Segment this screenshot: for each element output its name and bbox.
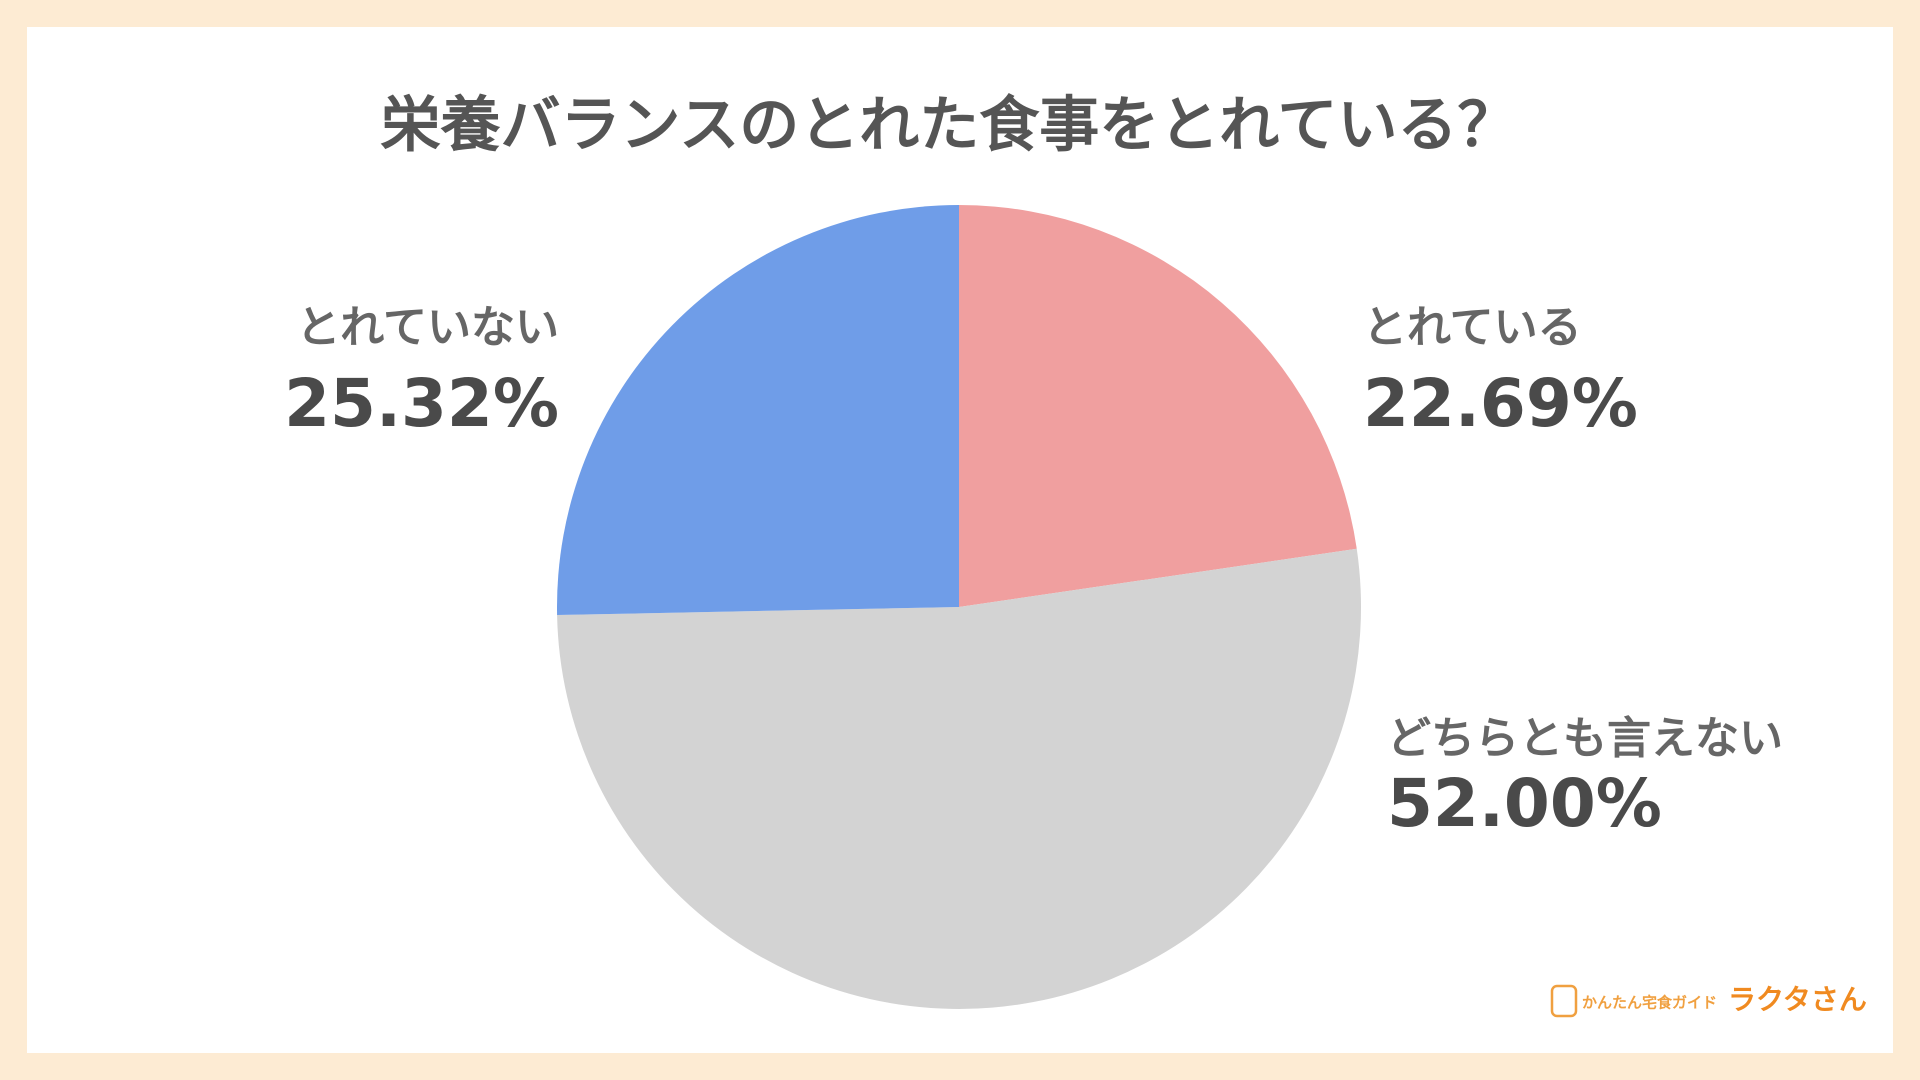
slice-label: どちらとも言えない xyxy=(1387,713,1783,764)
logo: かんたん宅食ガイド ラクタさん xyxy=(1550,983,1867,1018)
logo-name: ラクタさん xyxy=(1728,983,1867,1016)
pie-slice xyxy=(959,205,1357,607)
value-label: 22.69% xyxy=(1363,365,1638,442)
value-label: 25.32% xyxy=(284,365,559,442)
chart-title: 栄養バランスのとれた食事をとれている？ xyxy=(381,91,1518,161)
value-label: 52.00% xyxy=(1387,765,1662,842)
slice-label: とれている xyxy=(1363,302,1582,353)
logo-tagline: かんたん宅食ガイド xyxy=(1582,994,1717,1012)
pie-slice xyxy=(557,205,959,616)
logo-icon xyxy=(1550,984,1578,1018)
pie-slice xyxy=(557,548,1361,1009)
slice-label: とれていない xyxy=(296,302,559,353)
